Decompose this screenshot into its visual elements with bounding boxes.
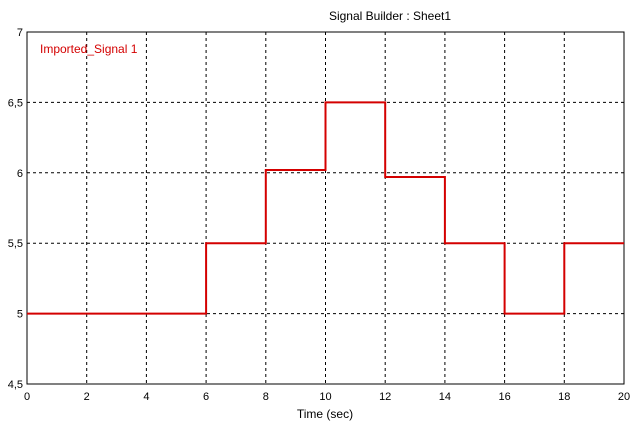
- x-tick-labels: 0 2 4 6 8 10 12 14 16 18 20: [24, 391, 630, 403]
- x-tick-label: 0: [24, 391, 30, 403]
- x-tick-label: 20: [618, 391, 630, 403]
- series-layer: [27, 101, 624, 315]
- y-tick-label: 5,5: [8, 238, 23, 250]
- y-tick-label: 4,5: [8, 379, 23, 391]
- x-tick-label: 4: [143, 391, 149, 403]
- chart-title: Signal Builder : Sheet1: [329, 9, 451, 23]
- x-tick-label: 10: [319, 391, 331, 403]
- x-axis-label: Time (sec): [297, 407, 353, 421]
- x-tick-label: 8: [263, 391, 269, 403]
- x-tick-label: 14: [439, 391, 451, 403]
- y-tick-label: 5: [17, 309, 23, 321]
- plot-area: [26, 31, 625, 385]
- series-label: Imported_Signal 1: [40, 42, 138, 56]
- x-tick-label: 6: [203, 391, 209, 403]
- y-tick-label: 6: [17, 168, 23, 180]
- y-tick-labels: 4,5 5 5,5 6 6,5 7: [8, 27, 23, 391]
- x-tick-label: 18: [558, 391, 570, 403]
- signal-line: [27, 101, 624, 315]
- grid-lines: [27, 32, 624, 384]
- y-tick-label: 7: [17, 27, 23, 39]
- x-tick-label: 12: [379, 391, 391, 403]
- y-tick-label: 6,5: [8, 97, 23, 109]
- x-tick-label: 16: [498, 391, 510, 403]
- x-tick-label: 2: [84, 391, 90, 403]
